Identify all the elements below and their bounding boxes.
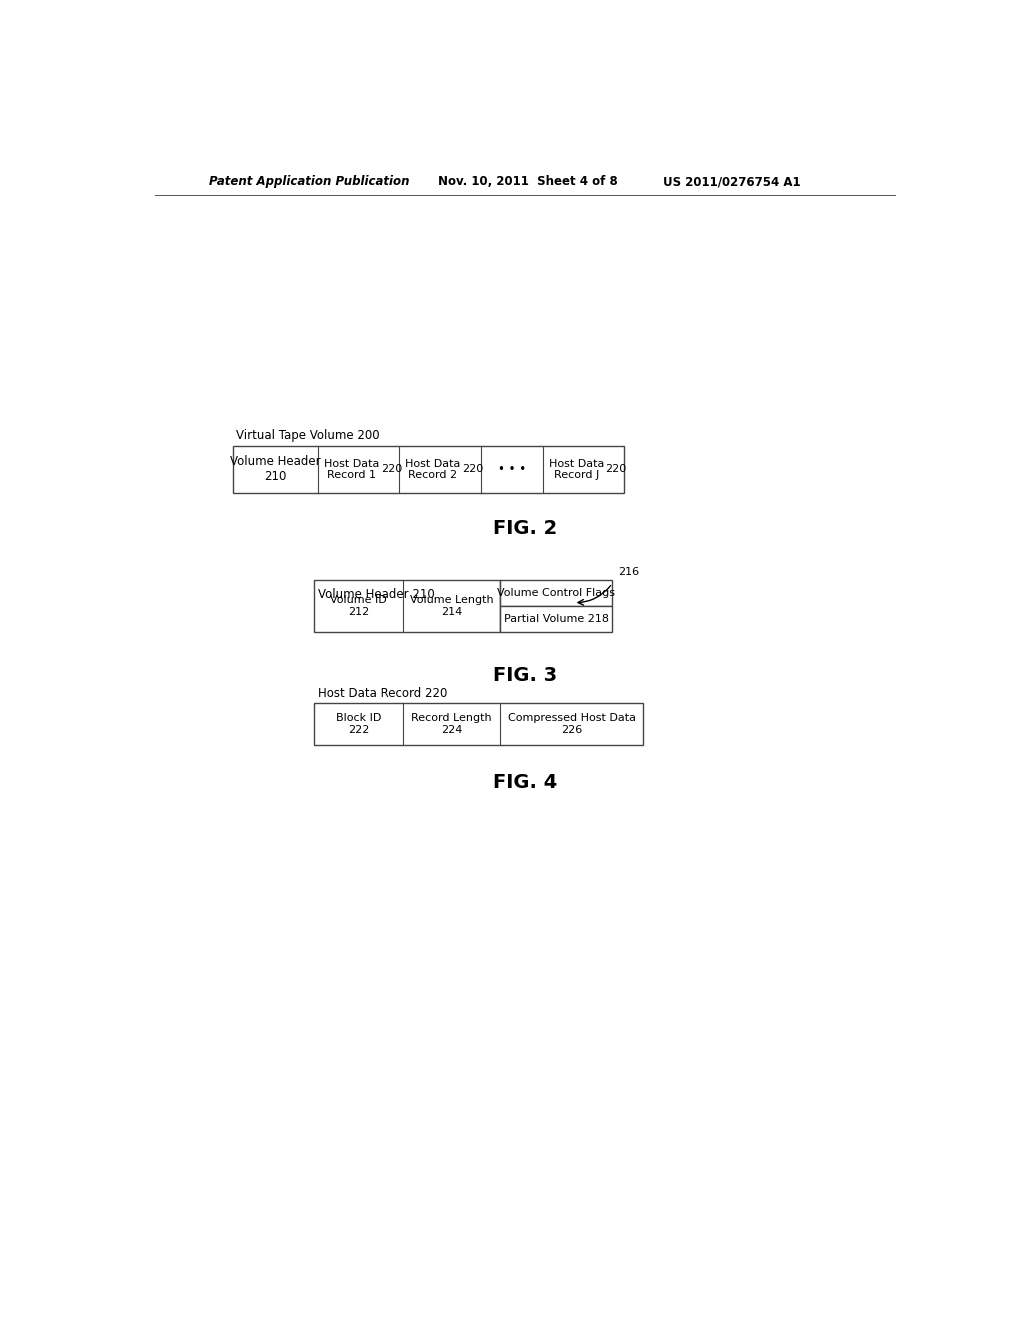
- Bar: [500, 606, 612, 632]
- Text: • • •: • • •: [498, 463, 525, 477]
- Text: FIG. 2: FIG. 2: [493, 519, 557, 537]
- Text: Volume Header
210: Volume Header 210: [230, 455, 321, 483]
- Text: Patent Application Publication: Patent Application Publication: [209, 176, 410, 189]
- Text: Host Data
Record 1: Host Data Record 1: [324, 458, 379, 480]
- Bar: [500, 579, 612, 606]
- Bar: [314, 579, 500, 632]
- Text: Partial Volume 218: Partial Volume 218: [504, 614, 608, 624]
- Text: Volume ID
212: Volume ID 212: [330, 595, 387, 616]
- Text: Host Data
Record J: Host Data Record J: [549, 458, 604, 480]
- Text: Virtual Tape Volume 200: Virtual Tape Volume 200: [237, 429, 380, 442]
- Text: 220: 220: [605, 465, 627, 474]
- Text: Block ID
222: Block ID 222: [336, 713, 381, 735]
- Text: 220: 220: [462, 465, 483, 474]
- Text: Volume Control Flags: Volume Control Flags: [498, 587, 615, 598]
- Text: Nov. 10, 2011  Sheet 4 of 8: Nov. 10, 2011 Sheet 4 of 8: [438, 176, 617, 189]
- Text: Volume Header 210: Volume Header 210: [317, 589, 434, 601]
- Text: Host Data Record 220: Host Data Record 220: [317, 686, 447, 700]
- Text: Host Data
Record 2: Host Data Record 2: [406, 458, 461, 480]
- Text: Record Length
224: Record Length 224: [412, 713, 492, 735]
- Text: FIG. 4: FIG. 4: [493, 772, 557, 792]
- Text: Compressed Host Data
226: Compressed Host Data 226: [508, 713, 636, 735]
- Text: FIG. 3: FIG. 3: [493, 667, 557, 685]
- Text: 216: 216: [617, 568, 639, 577]
- Bar: [232, 446, 624, 494]
- Text: US 2011/0276754 A1: US 2011/0276754 A1: [663, 176, 801, 189]
- Text: 220: 220: [381, 465, 402, 474]
- Text: Volume Length
214: Volume Length 214: [410, 595, 494, 616]
- Bar: [314, 702, 643, 744]
